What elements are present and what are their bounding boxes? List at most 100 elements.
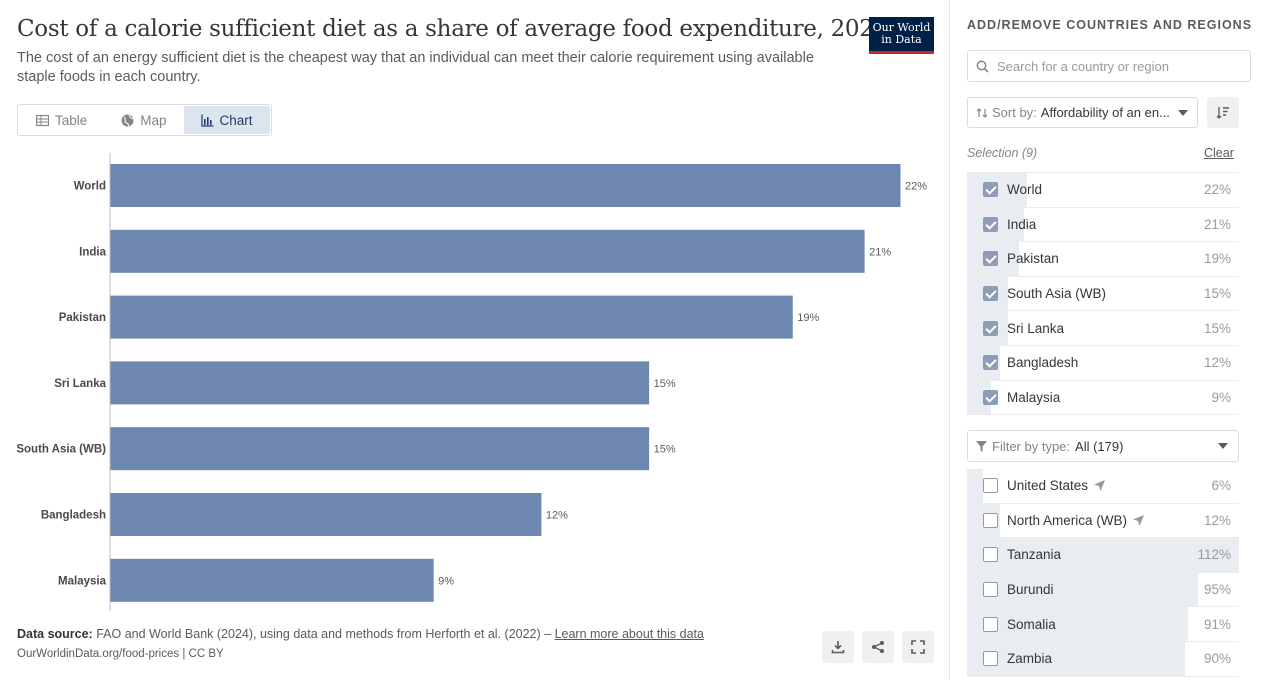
category-label[interactable]: India: [79, 246, 106, 258]
checkbox[interactable]: [983, 651, 998, 667]
entity-row[interactable]: Burundi 95%: [967, 572, 1239, 608]
panel-title: ADD/REMOVE COUNTRIES AND REGIONS: [967, 18, 1253, 32]
table-icon: [36, 114, 49, 126]
entity-row[interactable]: Malaysia 9%: [967, 380, 1239, 416]
bar[interactable]: [110, 164, 901, 207]
entity-row[interactable]: United States 6%: [967, 469, 1239, 504]
entity-name: Burundi: [1007, 582, 1054, 598]
checkbox[interactable]: [983, 389, 998, 405]
entity-row[interactable]: India 21%: [967, 207, 1239, 243]
entity-name-wrap: North America (WB): [1007, 512, 1145, 528]
entity-row[interactable]: North America (WB) 12%: [967, 503, 1239, 539]
sort-dropdown[interactable]: Sort by: Affordability of an en...: [967, 97, 1198, 128]
entity-row[interactable]: Bangladesh 12%: [967, 345, 1239, 381]
entity-row[interactable]: Somalia 91%: [967, 607, 1239, 642]
bar[interactable]: [110, 493, 542, 536]
checkbox[interactable]: [983, 478, 998, 494]
checkbox[interactable]: [983, 286, 998, 302]
value-fill-bar: [967, 538, 1239, 572]
checkbox[interactable]: [983, 547, 998, 563]
category-label[interactable]: Pakistan: [59, 312, 106, 324]
chart-icon: [200, 114, 214, 127]
chart-panel: Cost of a calorie sufficient diet as a s…: [16, 0, 950, 680]
clear-button[interactable]: Clear: [1204, 146, 1234, 160]
globe-icon: [121, 114, 134, 126]
chevron-down-icon: [1218, 443, 1228, 449]
entity-name-wrap: Tanzania: [1007, 547, 1061, 562]
entity-row[interactable]: Sri Lanka 15%: [967, 311, 1239, 346]
logo-line-1: Our World: [872, 21, 931, 34]
bar-chart: World 22% India 21% Pakistan 19% Sri Lanka 15% S…: [16, 153, 927, 611]
fullscreen-button[interactable]: [902, 631, 934, 663]
download-icon: [831, 641, 845, 654]
sort-value: Affordability of an en...: [1040, 105, 1170, 120]
checkbox[interactable]: [983, 355, 998, 371]
entity-name-wrap: South Asia (WB): [1007, 286, 1106, 301]
value-fill-bar: [967, 469, 984, 503]
location-arrow-icon: [1094, 480, 1106, 492]
entity-value: 91%: [1203, 616, 1231, 632]
checkbox[interactable]: [983, 616, 998, 632]
data-source-label: Data source:: [17, 627, 93, 641]
sort-direction-button[interactable]: [1207, 97, 1239, 128]
checkbox[interactable]: [983, 216, 998, 232]
tab-table[interactable]: Table: [19, 106, 104, 134]
chart-subtitle: The cost of an energy sufficient diet is…: [17, 50, 814, 85]
entity-name-wrap: Burundi: [1007, 582, 1054, 597]
data-source: Data source: FAO and World Bank (2024), …: [17, 627, 704, 641]
entity-row[interactable]: Zambia 90%: [967, 641, 1239, 677]
sort-prefix: Sort by:: [992, 105, 1037, 120]
entity-row[interactable]: World 22%: [967, 173, 1239, 208]
tab-chart[interactable]: Chart: [183, 106, 270, 134]
filter-dropdown[interactable]: Filter by type: All (179): [967, 430, 1239, 462]
bar[interactable]: [110, 295, 793, 339]
entity-name-wrap: Somalia: [1007, 617, 1056, 632]
entity-name: Bangladesh: [1007, 355, 1079, 371]
entity-row[interactable]: Pakistan 19%: [967, 242, 1239, 277]
entity-value: 15%: [1203, 286, 1231, 302]
entity-name-wrap: Zambia: [1007, 651, 1052, 666]
bar[interactable]: [110, 229, 865, 273]
entity-value: 12%: [1203, 355, 1231, 371]
tab-table-label: Table: [55, 112, 88, 128]
entity-name-wrap: United States: [1007, 478, 1106, 493]
category-label[interactable]: World: [74, 181, 106, 193]
tab-map[interactable]: Map: [104, 106, 183, 134]
entity-row[interactable]: South Asia (WB) 15%: [967, 276, 1239, 312]
bar[interactable]: [110, 361, 650, 405]
search-input[interactable]: [997, 58, 1237, 74]
entity-name: Malaysia: [1007, 389, 1061, 405]
learn-more-link[interactable]: Learn more about this data: [554, 627, 704, 641]
search-box[interactable]: [967, 50, 1251, 82]
checkbox[interactable]: [983, 582, 998, 598]
download-button[interactable]: [822, 631, 854, 663]
entity-name: Sri Lanka: [1007, 320, 1065, 336]
entity-name-wrap: World: [1007, 182, 1042, 197]
share-button[interactable]: [862, 631, 894, 663]
category-label[interactable]: South Asia (WB): [16, 444, 106, 456]
checkbox[interactable]: [983, 320, 998, 336]
filter-prefix: Filter by type:: [992, 438, 1071, 454]
entity-name: Pakistan: [1007, 251, 1059, 267]
selection-count: Selection (9): [967, 146, 1038, 160]
entity-value: 21%: [1203, 216, 1231, 232]
value-label: 15%: [654, 378, 676, 390]
entity-name: North America (WB): [1007, 512, 1128, 528]
owid-logo[interactable]: Our World in Data: [869, 17, 934, 54]
entity-name: South Asia (WB): [1007, 286, 1107, 302]
category-label[interactable]: Sri Lanka: [54, 378, 106, 390]
entity-value: 95%: [1203, 582, 1231, 598]
entity-name-wrap: Bangladesh: [1007, 355, 1078, 370]
bar[interactable]: [110, 558, 434, 602]
category-label[interactable]: Bangladesh: [41, 510, 106, 522]
checkbox[interactable]: [983, 251, 998, 267]
checkbox[interactable]: [983, 512, 998, 528]
bar[interactable]: [110, 427, 650, 471]
category-label[interactable]: Malaysia: [58, 575, 107, 587]
entity-row[interactable]: Tanzania 112%: [967, 538, 1239, 573]
entity-name: World: [1007, 182, 1043, 198]
checkbox[interactable]: [983, 182, 998, 198]
selected-list: World 22% India 21% Pakistan 19% South Asia (W…: [967, 172, 1239, 416]
filter-value: All (179): [1075, 438, 1124, 454]
share-icon: [872, 641, 884, 653]
